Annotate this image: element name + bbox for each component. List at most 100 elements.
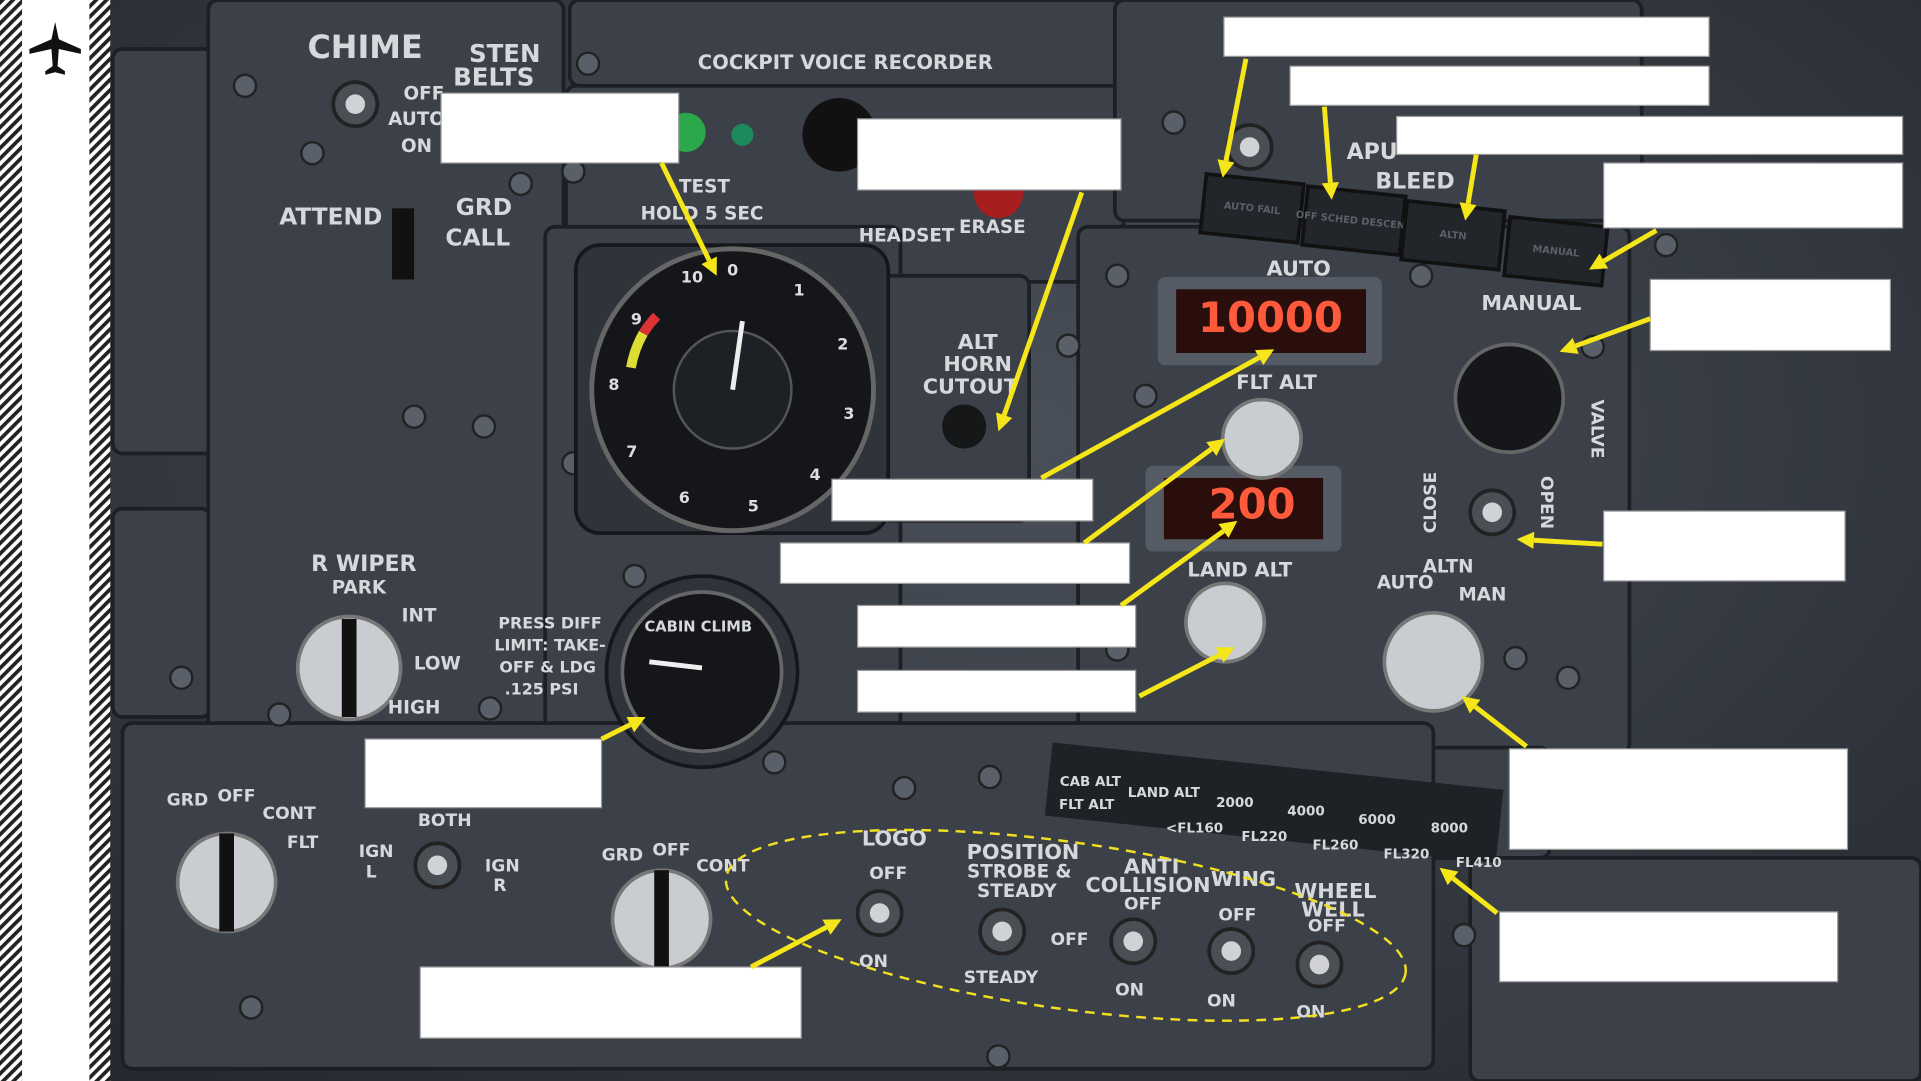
panel-label: OFF: [1218, 906, 1256, 926]
screw: [1105, 263, 1130, 289]
arrow-head: [1206, 438, 1226, 456]
gauge-inner: [672, 329, 793, 450]
panel-label: LIMIT: TAKE-: [494, 635, 605, 654]
panel-label: BOTH: [418, 811, 472, 831]
screw: [762, 750, 787, 775]
panel-label: TEST: [679, 177, 730, 198]
panel-label: ON: [1207, 991, 1236, 1011]
callout-arrow: [749, 925, 828, 970]
panel-label: ATTEND: [279, 204, 382, 231]
callout-box: [856, 604, 1137, 648]
panel-label: OFF: [1124, 895, 1162, 915]
arrow-head: [1217, 159, 1235, 178]
callout-box: [1603, 162, 1904, 229]
callout-box: [1508, 748, 1849, 850]
screw: [622, 563, 647, 589]
screw: [477, 696, 503, 721]
panel-label: AUTO: [1377, 572, 1434, 593]
callout-box: [856, 118, 1122, 191]
panel-label: 6000: [1358, 812, 1395, 828]
screw: [1133, 383, 1158, 409]
callout-arrow: [1082, 447, 1213, 545]
screw: [561, 159, 586, 184]
valve-indicator: [1453, 342, 1566, 455]
panel-label: HIGH: [388, 697, 441, 718]
gauge-red-arc: [639, 312, 661, 337]
arrow-head: [1218, 520, 1238, 538]
dial-number: 6: [679, 488, 690, 507]
callout-arrow: [1040, 355, 1261, 481]
panel-label: FL410: [1456, 855, 1502, 871]
callout-box: [364, 738, 603, 809]
panel-label: HORN: [943, 352, 1012, 376]
panel-label: STEADY: [964, 968, 1039, 988]
left-hatch: [0, 0, 23, 1081]
digital-readout: 10000: [1198, 293, 1343, 342]
panel-label: WING: [1211, 867, 1276, 891]
flt-alt-display: [1176, 289, 1367, 353]
panel-label: APU: [1347, 140, 1398, 165]
screw: [169, 665, 194, 691]
arrow-head: [996, 412, 1013, 432]
callout-box: [440, 92, 680, 164]
dial-number: 2: [837, 335, 848, 354]
dial-number: 0: [727, 260, 738, 279]
arrow-head: [1459, 202, 1477, 221]
panel-label: MANUAL: [1481, 291, 1581, 315]
arrow-head: [1321, 181, 1339, 200]
toggle-lever: [427, 855, 448, 876]
callout-arrow: [1321, 106, 1333, 183]
knob: [1382, 610, 1485, 713]
callout-arrow: [1533, 537, 1603, 547]
panel-label: AUTO: [388, 109, 445, 130]
annunciator: [1399, 198, 1507, 272]
panel-label: 4000: [1287, 803, 1324, 819]
callout-arrow: [600, 722, 632, 742]
digital-readout: 200: [1209, 479, 1296, 528]
panel-label: POSITION: [967, 840, 1080, 864]
panel-label: STEADY: [977, 881, 1057, 902]
panel-label: <FL160: [1166, 821, 1223, 837]
annunciator: [1198, 171, 1306, 245]
panel-label: BELTS: [453, 62, 534, 91]
arrow-head: [1588, 253, 1609, 270]
screw: [575, 51, 601, 76]
climb-gauge-face: [620, 590, 784, 754]
panel-label: MAN: [1458, 585, 1506, 606]
panel-label: LAND ALT: [1128, 785, 1201, 801]
panel-label: STEN: [469, 39, 541, 68]
callout-arrow: [1574, 316, 1652, 349]
toggle-lever: [1482, 502, 1503, 523]
panel-label: OFF: [652, 841, 690, 861]
screw: [1161, 110, 1186, 135]
dial-number: 1: [794, 281, 805, 300]
panel-label: HEADSET: [859, 226, 955, 247]
panel-label: IGN: [485, 857, 520, 877]
callout-box: [779, 542, 1131, 585]
panel-label: LAND ALT: [1187, 559, 1293, 582]
arrow-head: [701, 256, 717, 276]
gauge-needle: [730, 320, 745, 391]
arrow-head: [1559, 337, 1579, 354]
panel-label: .125 PSI: [505, 680, 579, 699]
panel-label: COCKPIT VOICE RECORDER: [698, 51, 993, 74]
arrow-head: [822, 919, 842, 935]
panel-label: OFF & LDG: [499, 657, 596, 676]
panel-label: FL320: [1383, 846, 1429, 862]
knob-pointer: [654, 870, 669, 969]
toggle-lever: [1123, 931, 1144, 952]
annunciator-label: ALTN: [1439, 229, 1467, 243]
panel-label: OFF: [1051, 930, 1089, 950]
panel-label: OFF: [404, 83, 445, 104]
test-light: [731, 123, 754, 146]
panel-label: IGN: [359, 842, 394, 862]
callout-box: [831, 478, 1094, 522]
panel-label: CONT: [263, 804, 316, 824]
arrow-head: [1461, 696, 1481, 714]
screw: [1408, 263, 1434, 289]
horn-cutout-button: [942, 404, 987, 449]
left-strip: [22, 0, 90, 1081]
arrow-head: [1516, 531, 1535, 549]
screw: [986, 1044, 1011, 1069]
